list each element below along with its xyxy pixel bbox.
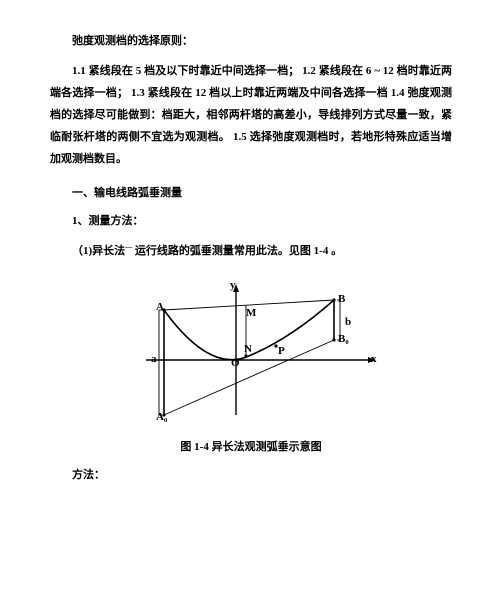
svg-text:O: O bbox=[231, 357, 240, 369]
para-principle-title: 弛度观测档的选择原则： bbox=[50, 30, 452, 52]
figure-caption: 图 1-4 异长法观测弧垂示意图 bbox=[50, 438, 452, 454]
para-method-label: 方法： bbox=[50, 464, 452, 486]
page: 弛度观测档的选择原则： 1.1 紧线段在 5 档及以下时靠近中间选择一档； 1.… bbox=[0, 0, 502, 514]
svg-text:A₀: A₀ bbox=[156, 411, 168, 423]
heading-1: 一、输电线路弧垂测量 bbox=[50, 184, 452, 200]
svg-text:P: P bbox=[278, 345, 285, 357]
svg-text:B: B bbox=[338, 293, 346, 305]
svg-text:N: N bbox=[244, 343, 252, 355]
heading-2: 1、测量方法： bbox=[50, 210, 452, 232]
para-method-1: （1)异长法— 运行线路的弧垂测量常用此法。见图 1-4 。 bbox=[50, 240, 452, 262]
svg-text:x: x bbox=[371, 353, 377, 365]
svg-text:a: a bbox=[151, 353, 157, 365]
svg-text:B₀: B₀ bbox=[338, 333, 349, 345]
svg-text:M: M bbox=[246, 307, 257, 319]
diagram-svg: A B B₀ A₀ ON M Py x a b bbox=[116, 270, 386, 430]
method-desc: 运行线路的弧垂测量常用此法。见图 1-4 。 bbox=[132, 245, 342, 257]
svg-text:b: b bbox=[345, 316, 351, 328]
svg-text:y: y bbox=[230, 279, 236, 291]
figure-1-4: A B B₀ A₀ ON M Py x a b bbox=[50, 270, 452, 430]
para-principle-list: 1.1 紧线段在 5 档及以下时靠近中间选择一档； 1.2 紧线段在 6 ~ 1… bbox=[50, 60, 452, 170]
svg-text:A: A bbox=[156, 301, 164, 313]
method-name: （1)异长法 bbox=[72, 245, 125, 257]
